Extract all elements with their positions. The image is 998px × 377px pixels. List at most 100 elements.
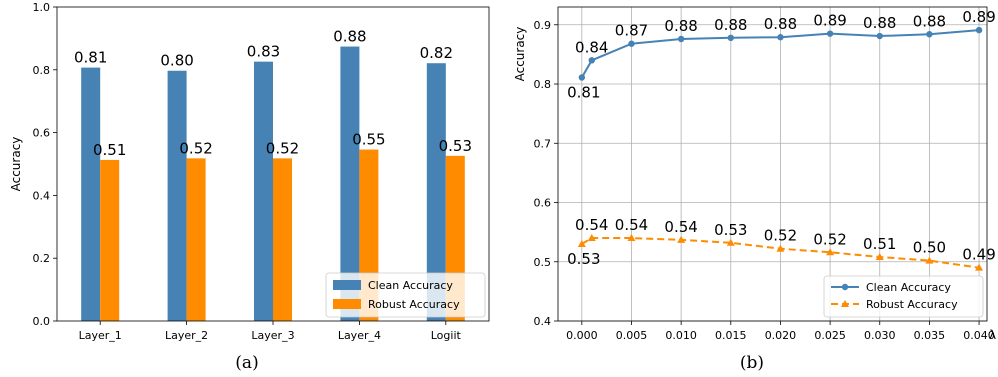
- data-point: [578, 74, 586, 81]
- legend-swatch: [333, 299, 361, 309]
- data-label: 0.52: [179, 139, 212, 157]
- bar: [167, 70, 187, 321]
- data-point: [727, 34, 734, 42]
- data-point: [577, 239, 586, 247]
- x-tick-label: Layer_1: [79, 329, 122, 342]
- bar: [81, 67, 101, 322]
- data-label: 0.52: [813, 230, 846, 248]
- y-tick-label: 0.5: [534, 256, 552, 269]
- legend-box: [325, 272, 486, 318]
- robust-accuracy-line: [581, 237, 980, 269]
- y-axis-title: Accuracy: [513, 27, 527, 82]
- y-tick-label: 0.2: [33, 252, 51, 265]
- bar: [186, 158, 206, 321]
- data-point: [627, 234, 636, 242]
- data-label: 0.88: [664, 17, 697, 35]
- data-label: 0.50: [913, 239, 946, 257]
- data-point: [826, 248, 835, 256]
- data-point: [975, 26, 983, 34]
- x-tick-label: Layer_3: [251, 329, 294, 342]
- x-tick-label: 0.030: [864, 329, 896, 342]
- data-label: 0.53: [567, 250, 600, 268]
- y-tick-label: 0.8: [534, 78, 552, 91]
- y-tick-label: 0.8: [33, 64, 51, 77]
- x-axis-title: λ: [989, 328, 996, 342]
- legend-label: Clean Accuracy: [866, 281, 951, 294]
- data-label: 0.52: [266, 139, 299, 157]
- x-tick-label: 0.020: [765, 329, 797, 342]
- caption-b: (b): [740, 353, 764, 373]
- bar: [273, 158, 292, 321]
- y-tick-label: 1.0: [33, 1, 51, 14]
- x-tick-label: 0.005: [616, 329, 648, 342]
- data-label: 0.87: [615, 22, 648, 40]
- legend-label: Robust Accuracy: [368, 298, 460, 311]
- legend-label: Clean Accuracy: [368, 279, 453, 292]
- plot-frame: [557, 6, 988, 322]
- y-tick-label: 0.6: [33, 127, 51, 140]
- data-label: 0.81: [567, 84, 600, 102]
- data-point: [587, 234, 596, 242]
- legend-marker: [841, 283, 849, 291]
- y-tick-label: 0.7: [534, 137, 552, 150]
- data-point: [588, 57, 595, 64]
- x-tick-label: Layer_4: [338, 329, 381, 342]
- y-axis-title: Accuracy: [9, 137, 23, 192]
- x-tick-label: 0.025: [814, 329, 846, 342]
- x-tick-label: 0.035: [914, 329, 946, 342]
- y-tick-label: 0.9: [534, 19, 552, 32]
- y-tick-label: 0.4: [33, 189, 51, 202]
- data-label: 0.84: [575, 38, 608, 56]
- bar: [426, 63, 446, 322]
- data-label: 0.54: [615, 216, 648, 234]
- data-point: [777, 34, 784, 41]
- y-tick-label: 0.4: [534, 315, 552, 328]
- x-tick-label: 0.040: [963, 329, 995, 342]
- data-point: [826, 30, 834, 37]
- legend: Clean Accuracy Robust Accuracy: [325, 272, 486, 318]
- data-label: 0.88: [333, 28, 366, 46]
- data-label: 0.80: [160, 52, 193, 70]
- data-point: [875, 253, 884, 261]
- x-tick-label: Logiit: [431, 329, 462, 342]
- data-label: 0.89: [813, 12, 846, 30]
- bar: [340, 46, 360, 322]
- data-label: 0.83: [247, 43, 280, 61]
- data-point: [677, 35, 685, 43]
- data-label: 0.49: [962, 246, 995, 264]
- legend-box: [823, 275, 984, 318]
- legend-label: Robust Accuracy: [866, 298, 958, 311]
- legend-marker: [841, 300, 849, 307]
- data-point: [677, 235, 686, 243]
- data-point: [628, 40, 635, 47]
- data-label: 0.54: [575, 216, 608, 234]
- data-label: 0.88: [863, 14, 896, 32]
- data-label: 0.88: [714, 16, 747, 34]
- legend-swatch: [333, 280, 361, 290]
- chart-a-bar-accuracy: 0.0 0.2 0.4 0.6 0.8 1.0 Layer_1 0.81 0.51 Layer_2…: [9, 1, 490, 342]
- data-point: [776, 244, 785, 252]
- caption-a: (a): [235, 353, 258, 373]
- data-label: 0.81: [74, 49, 107, 67]
- data-label: 0.53: [439, 137, 472, 155]
- legend: Clean Accuracy Robust Accuracy: [823, 275, 984, 318]
- data-point: [975, 263, 984, 271]
- x-tick-label: 0.015: [715, 329, 747, 342]
- data-point: [925, 256, 934, 264]
- data-label: 0.53: [714, 221, 747, 239]
- data-label: 0.88: [764, 15, 797, 33]
- plot-frame: [56, 6, 490, 322]
- data-label: 0.54: [664, 218, 697, 236]
- data-label: 0.55: [352, 131, 385, 149]
- x-tick-label: 0.000: [566, 329, 598, 342]
- y-tick-label: 0.0: [33, 315, 51, 328]
- data-label: 0.52: [764, 227, 797, 245]
- data-point: [726, 238, 735, 246]
- data-label: 0.51: [863, 235, 896, 253]
- bar: [100, 159, 120, 321]
- data-label: 0.51: [93, 141, 126, 159]
- data-label: 0.89: [962, 8, 995, 26]
- clean-accuracy-line: [580, 29, 980, 79]
- x-tick-label: 0.010: [665, 329, 697, 342]
